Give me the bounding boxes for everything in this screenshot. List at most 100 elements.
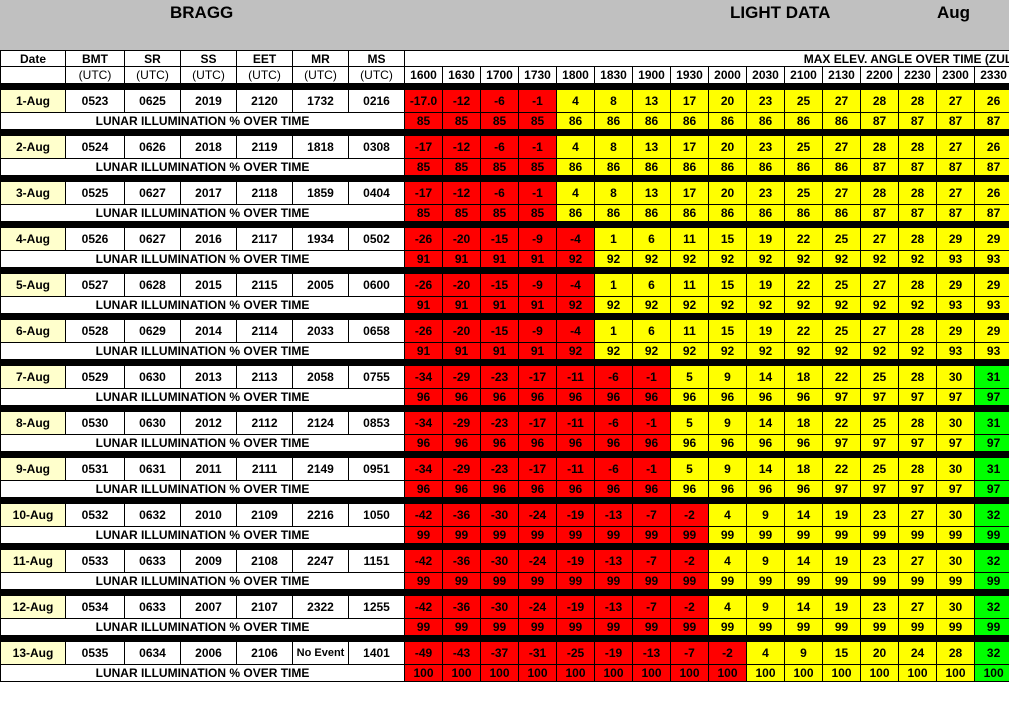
illum-cell: 99 xyxy=(518,618,557,636)
date-cell: 8-Aug xyxy=(0,411,66,435)
elev-cell: 27 xyxy=(936,181,975,205)
illum-cell: 92 xyxy=(898,250,937,268)
elev-cell: -24 xyxy=(518,549,557,573)
illum-cell: 100 xyxy=(784,664,823,682)
illum-cell: 86 xyxy=(746,112,785,130)
illum-cell: 99 xyxy=(746,526,785,544)
elev-cell: 11 xyxy=(670,273,709,297)
illum-cell: 100 xyxy=(442,664,481,682)
illum-cell: 97 xyxy=(936,480,975,498)
elev-cell: -26 xyxy=(404,227,443,251)
elev-cell: -4 xyxy=(556,273,595,297)
elev-cell: 27 xyxy=(936,135,975,159)
elev-cell: -4 xyxy=(556,227,595,251)
elev-cell: 25 xyxy=(860,411,899,435)
elev-cell: -2 xyxy=(708,641,747,665)
elev-cell: 19 xyxy=(746,227,785,251)
illumination-row: LUNAR ILLUMINATION % OVER TIME 100 100 100 1… xyxy=(0,664,1009,682)
elev-cell: 4 xyxy=(556,135,595,159)
illum-cell: 96 xyxy=(518,480,557,498)
sr-cell: 0630 xyxy=(124,411,181,435)
elev-cell: -17 xyxy=(518,365,557,389)
elev-cell: -24 xyxy=(518,595,557,619)
ms-cell: 0216 xyxy=(348,89,405,113)
elev-cell: -2 xyxy=(670,595,709,619)
elev-cell: 22 xyxy=(822,457,861,481)
illum-cell: 92 xyxy=(594,250,633,268)
header-row-units: (UTC) (UTC) (UTC) (UTC) (UTC) (UTC) 1600 1630 17… xyxy=(0,66,1009,84)
illum-cell: 99 xyxy=(670,572,709,590)
elev-cell: 19 xyxy=(822,549,861,573)
elev-cell: -6 xyxy=(594,411,633,435)
illum-cell: 96 xyxy=(708,480,747,498)
elev-cell: -17 xyxy=(404,181,443,205)
elev-cell: 32 xyxy=(973,641,1009,665)
illum-cell: 92 xyxy=(822,296,861,314)
month-title: Aug xyxy=(937,3,971,22)
illum-cell: 86 xyxy=(670,204,709,222)
illum-cell: 100 xyxy=(746,664,785,682)
elev-cell: 6 xyxy=(632,273,671,297)
eet-cell: 2109 xyxy=(236,503,293,527)
elev-cell: -19 xyxy=(556,595,595,619)
elev-cell: 9 xyxy=(746,549,785,573)
bmt-cell: 0530 xyxy=(65,411,125,435)
elev-cell: -20 xyxy=(442,273,481,297)
elev-cell: 18 xyxy=(784,365,823,389)
illum-cell: 100 xyxy=(480,664,519,682)
illum-cell: 92 xyxy=(556,296,595,314)
elev-cell: 17 xyxy=(670,135,709,159)
illumination-label: LUNAR ILLUMINATION % OVER TIME xyxy=(0,526,405,544)
elev-cell: 14 xyxy=(746,365,785,389)
mr-cell: 2247 xyxy=(292,549,349,573)
light-data-table-wrap: Date BMT SR SS EET MR MS MAX ELEV. ANGLE OVER T… xyxy=(0,50,1009,682)
elev-cell: -15 xyxy=(480,319,519,343)
illum-cell: 100 xyxy=(670,664,709,682)
illum-cell: 100 xyxy=(936,664,975,682)
illum-cell: 86 xyxy=(708,158,747,176)
illumination-label: LUNAR ILLUMINATION % OVER TIME xyxy=(0,158,405,176)
illum-cell: 87 xyxy=(860,112,899,130)
mr-cell: 1934 xyxy=(292,227,349,251)
mr-cell: 2005 xyxy=(292,273,349,297)
date-cell: 10-Aug xyxy=(0,503,66,527)
illum-cell: 99 xyxy=(442,618,481,636)
elev-cell: -31 xyxy=(518,641,557,665)
eet-cell: 2107 xyxy=(236,595,293,619)
illum-cell: 97 xyxy=(973,434,1009,452)
elev-cell: -15 xyxy=(480,227,519,251)
illum-cell: 93 xyxy=(973,342,1009,360)
elev-cell: -30 xyxy=(480,595,519,619)
illum-cell: 97 xyxy=(936,434,975,452)
illum-cell: 99 xyxy=(594,618,633,636)
illum-cell: 91 xyxy=(480,296,519,314)
illum-cell: 96 xyxy=(632,434,671,452)
illum-cell: 86 xyxy=(784,204,823,222)
illum-cell: 92 xyxy=(670,250,709,268)
illum-cell: 87 xyxy=(860,158,899,176)
time-header: 2130 xyxy=(822,66,861,84)
elev-cell: -20 xyxy=(442,319,481,343)
illum-cell: 86 xyxy=(822,112,861,130)
illum-cell: 92 xyxy=(632,342,671,360)
date-column-header: Date xyxy=(0,50,66,67)
eet-cell: 2117 xyxy=(236,227,293,251)
elev-cell: 30 xyxy=(936,411,975,435)
elev-cell: -1 xyxy=(518,181,557,205)
illum-cell: 100 xyxy=(594,664,633,682)
bmt-cell: 0525 xyxy=(65,181,125,205)
illum-cell: 92 xyxy=(746,250,785,268)
illumination-row: LUNAR ILLUMINATION % OVER TIME 96 96 96 96 96… xyxy=(0,388,1009,406)
elev-cell: 27 xyxy=(898,595,937,619)
elev-cell: -13 xyxy=(594,595,633,619)
max-elev-header: MAX ELEV. ANGLE OVER TIME (ZUL xyxy=(403,50,1009,67)
illum-cell: 92 xyxy=(898,342,937,360)
eet-cell: 2111 xyxy=(236,457,293,481)
elev-cell: -12 xyxy=(442,135,481,159)
elev-cell: -17 xyxy=(518,457,557,481)
elev-cell: 28 xyxy=(898,89,937,113)
time-header: 1830 xyxy=(594,66,633,84)
illum-cell: 92 xyxy=(898,296,937,314)
elev-cell: 27 xyxy=(860,319,899,343)
illum-cell: 91 xyxy=(518,342,557,360)
